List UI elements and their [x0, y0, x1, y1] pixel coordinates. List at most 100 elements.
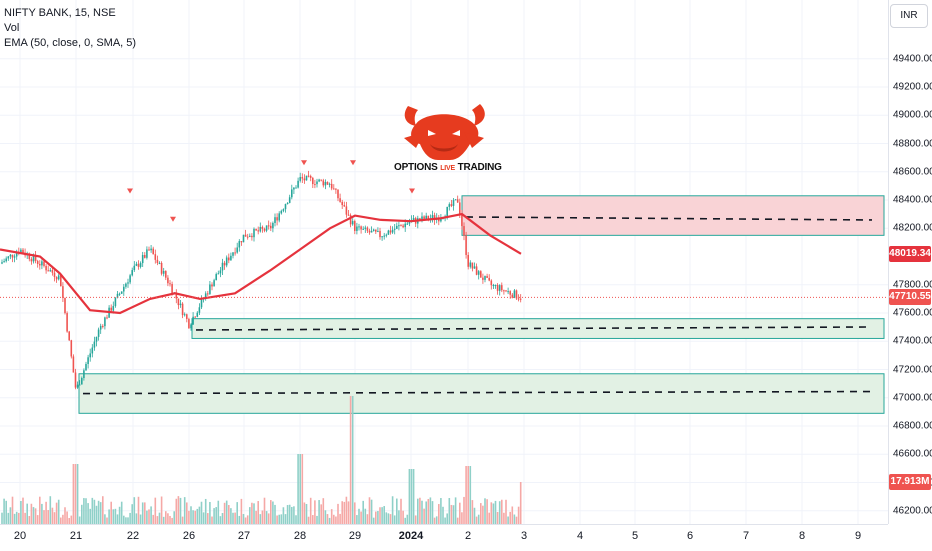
sell-signal-marker: [170, 216, 176, 222]
candle-body: [39, 263, 41, 266]
volume-bar: [360, 511, 362, 524]
volume-bar: [51, 507, 54, 524]
candle-body: [242, 234, 245, 243]
candle-body: [288, 197, 291, 203]
volume-bar: [194, 510, 196, 524]
candle-body: [322, 180, 325, 186]
volume-bar: [152, 514, 154, 524]
volume-bar: [83, 498, 85, 524]
volume-bar: [125, 517, 127, 524]
volume-bar: [429, 497, 432, 524]
volume-bar: [148, 509, 150, 524]
volume-bar: [154, 497, 157, 524]
demand-zone: [78, 373, 885, 414]
volume-bar: [232, 512, 234, 524]
volume-bar: [408, 469, 411, 524]
candle-body: [68, 331, 70, 341]
sell-signal-marker: [301, 160, 307, 166]
volume-bar: [106, 517, 108, 524]
volume-layer: [1, 396, 522, 524]
volume-bar: [175, 498, 178, 524]
candle-body: [158, 262, 161, 264]
symbol-title[interactable]: NIFTY BANK, 15, NSE: [4, 7, 116, 19]
volume-bar: [265, 511, 268, 524]
currency-button[interactable]: INR: [890, 4, 928, 28]
volume-bar: [480, 503, 482, 524]
volume-bar: [230, 508, 232, 524]
candle-body: [372, 229, 375, 231]
time-tick-label: 29: [348, 530, 362, 542]
volume-bar: [116, 514, 119, 524]
volume-bar: [452, 505, 455, 524]
candle-body: [454, 199, 457, 201]
candle-body: [152, 248, 154, 255]
volume-bar: [448, 498, 451, 524]
candle-body: [440, 218, 442, 222]
candle-body: [467, 254, 469, 267]
candle-body: [448, 204, 451, 207]
candle-body: [204, 293, 207, 299]
volume-bar: [391, 496, 394, 524]
volume-bar: [270, 500, 272, 524]
candle-body: [70, 340, 73, 357]
volume-bar: [204, 498, 207, 524]
ema-indicator-label[interactable]: EMA (50, close, 0, SMA, 5): [4, 37, 137, 49]
candle-body: [484, 276, 486, 280]
candle-body: [450, 204, 453, 206]
candle-body: [118, 293, 121, 295]
volume-bar: [492, 503, 495, 524]
candle-body: [402, 225, 404, 228]
price-chart[interactable]: [0, 0, 888, 524]
volume-bar: [337, 503, 339, 524]
candle-body: [81, 378, 83, 385]
volume-bar: [223, 502, 226, 524]
volume-bar: [57, 499, 60, 524]
volume-bar: [24, 512, 26, 524]
volume-tag: 17.913M: [889, 474, 931, 490]
volume-bar: [32, 507, 35, 524]
price-tick-label: 47400.00: [893, 335, 932, 347]
volume-bar: [507, 516, 509, 524]
candle-body: [387, 230, 390, 235]
time-axis[interactable]: [0, 524, 888, 551]
price-axis[interactable]: [888, 0, 932, 524]
demand-zone-midline: [82, 390, 873, 395]
volume-bar: [423, 508, 425, 524]
candle-body: [446, 206, 448, 217]
candle-body: [356, 226, 358, 231]
candle-body: [270, 225, 272, 229]
volume-bar: [291, 506, 293, 524]
volume-bar: [5, 500, 7, 524]
volume-bar: [496, 512, 499, 524]
price-tick-label: 48600.00: [893, 166, 932, 178]
volume-bar: [53, 512, 56, 524]
volume-bar: [22, 497, 24, 524]
candle-body: [299, 177, 301, 181]
volume-bar: [167, 513, 169, 524]
candle-body: [349, 215, 352, 225]
volume-bar: [477, 514, 480, 524]
candle-body: [74, 372, 77, 388]
candle-body: [36, 260, 39, 264]
volume-bar: [486, 499, 488, 524]
volume-bar: [370, 499, 373, 524]
volume-bar: [383, 506, 385, 524]
candle-body: [295, 187, 297, 189]
volume-bar: [76, 464, 79, 524]
volume-indicator-label[interactable]: Vol: [4, 22, 20, 34]
volume-bar: [20, 500, 22, 524]
volume-bar: [431, 501, 434, 524]
candle-body: [280, 210, 283, 214]
candle-body: [32, 255, 35, 262]
candle-body: [284, 204, 287, 210]
volume-bar: [78, 516, 81, 524]
candle-body: [330, 183, 333, 189]
sell-signal-marker: [409, 188, 415, 194]
candle-body: [431, 215, 434, 219]
chart-canvas[interactable]: NIFTY BANK, 15, NSE Vol EMA (50, close, …: [0, 0, 888, 524]
volume-bar: [179, 497, 182, 524]
candle-body: [456, 199, 459, 203]
time-tick-label: 22: [126, 530, 140, 542]
volume-bar: [335, 516, 337, 524]
candle-body: [97, 329, 100, 337]
